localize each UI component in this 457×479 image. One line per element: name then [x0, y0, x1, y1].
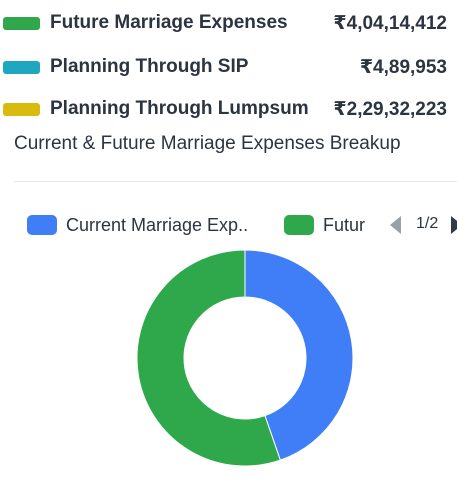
divider [14, 181, 457, 182]
summary-row-planning-through-lumpsum: Planning Through Lumpsum ₹2,29,32,223 [0, 94, 447, 124]
legend-swatch-current [27, 215, 57, 235]
sip-swatch [3, 60, 40, 74]
chart-title: Current & Future Marriage Expenses Break… [14, 133, 401, 154]
legend-page-indicator: 1/2 [416, 215, 439, 232]
legend-item-future-marriage-expenses[interactable]: Futur [284, 208, 374, 242]
donut-slice-current[interactable] [244, 249, 354, 461]
summary-value: ₹4,89,953 [359, 56, 447, 78]
legend-next-page-icon[interactable] [451, 216, 457, 234]
legend-label: Futur [323, 214, 366, 235]
legend-item-current-marriage-expenses[interactable]: Current Marriage Exp.. [27, 208, 248, 242]
chart-legend: Current Marriage Exp.. Futur 1/2 [0, 208, 457, 242]
summary-value: ₹4,04,14,412 [333, 12, 447, 34]
legend-label: Current Marriage Exp.. [66, 214, 249, 235]
future-expenses-swatch [3, 16, 40, 30]
donut-slice-future[interactable] [136, 249, 281, 467]
summary-label: Planning Through Lumpsum [50, 98, 309, 119]
summary-value: ₹2,29,32,223 [333, 98, 447, 120]
summary-label: Planning Through SIP [50, 56, 249, 77]
legend-swatch-future [284, 215, 314, 235]
donut-chart [136, 249, 354, 467]
summary-row-future-marriage-expenses: Future Marriage Expenses ₹4,04,14,412 [0, 8, 447, 38]
summary-label: Future Marriage Expenses [50, 12, 288, 33]
lumpsum-swatch [3, 102, 40, 116]
legend-prev-page-icon[interactable] [390, 216, 401, 234]
summary-row-planning-through-sip: Planning Through SIP ₹4,89,953 [0, 52, 447, 82]
